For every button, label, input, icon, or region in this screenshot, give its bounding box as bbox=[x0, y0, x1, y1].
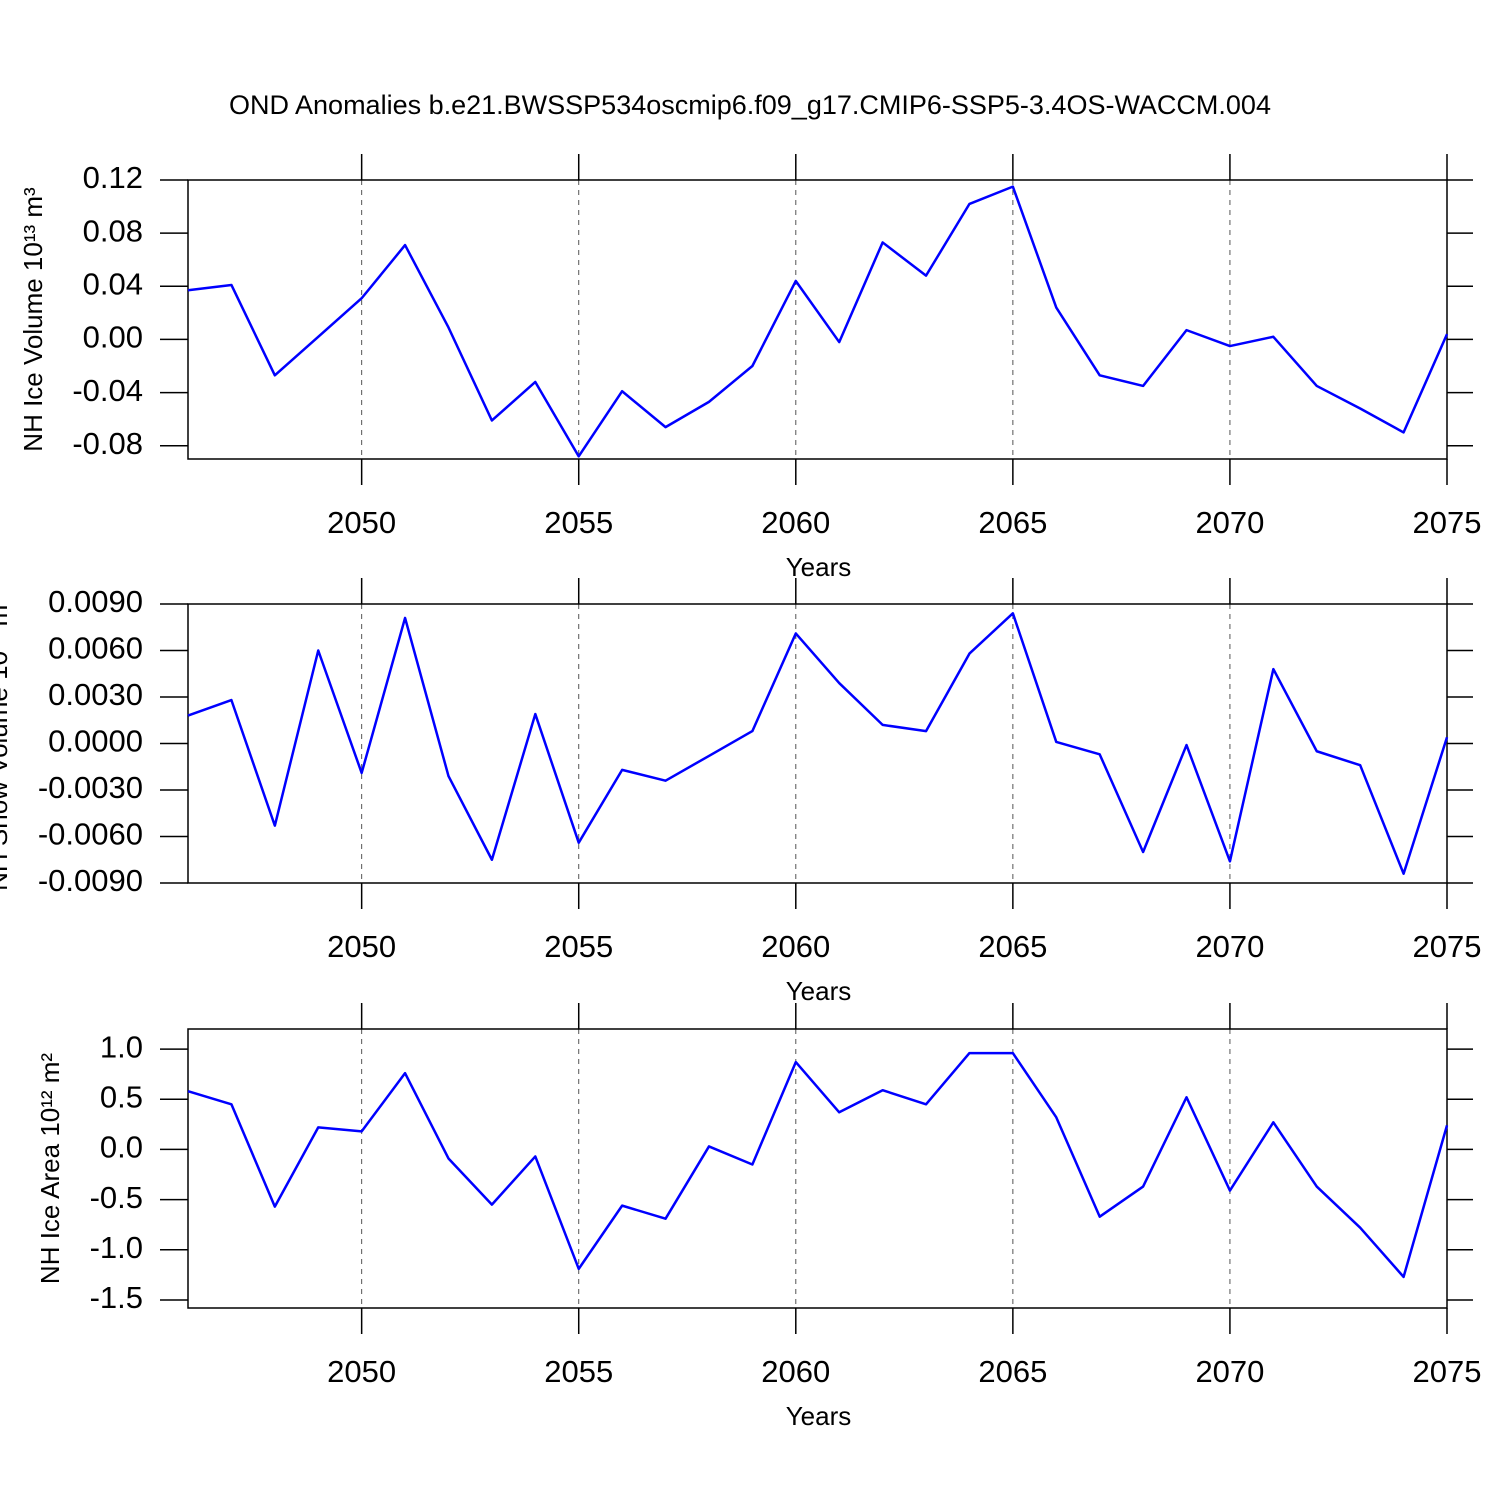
y-tick-label: 0.08 bbox=[83, 213, 143, 248]
data-line bbox=[187, 612, 1449, 875]
x-tick-label: 2070 bbox=[1195, 505, 1264, 540]
x-tick-label: 2055 bbox=[544, 929, 613, 964]
data-line bbox=[187, 1051, 1449, 1279]
chart-title: OND Anomalies b.e21.BWSSP534oscmip6.f09_… bbox=[229, 90, 1271, 120]
x-tick-label: 2065 bbox=[978, 505, 1047, 540]
x-tick-label: 2050 bbox=[327, 1354, 396, 1389]
y-tick-label: 0.12 bbox=[83, 160, 143, 195]
x-axis-label: Years bbox=[786, 552, 852, 582]
x-tick-label: 2070 bbox=[1195, 1354, 1264, 1389]
y-tick-label: -0.5 bbox=[90, 1180, 143, 1215]
y-tick-label: -0.0060 bbox=[38, 817, 143, 852]
x-tick-label: 2050 bbox=[327, 505, 396, 540]
plot-frame bbox=[187, 1028, 1448, 1309]
x-tick-label: 2060 bbox=[761, 929, 830, 964]
x-tick-label: 2055 bbox=[544, 505, 613, 540]
y-axis-label: NH Snow Volume 10¹³ m³ bbox=[0, 596, 13, 891]
y-tick-label: 0.0060 bbox=[48, 631, 143, 666]
y-tick-label: 0.00 bbox=[83, 320, 143, 355]
y-tick-label: -1.5 bbox=[90, 1280, 143, 1315]
x-tick-label: 2050 bbox=[327, 929, 396, 964]
x-tick-label: 2075 bbox=[1413, 505, 1482, 540]
data-line bbox=[187, 185, 1449, 458]
x-axis-label: Years bbox=[786, 976, 852, 1006]
y-tick-label: -0.08 bbox=[72, 426, 143, 461]
y-tick-label: 0.04 bbox=[83, 266, 143, 301]
x-tick-label: 2075 bbox=[1413, 1354, 1482, 1389]
x-tick-label: 2065 bbox=[978, 929, 1047, 964]
x-tick-label: 2070 bbox=[1195, 929, 1264, 964]
y-tick-label: 1.0 bbox=[100, 1029, 143, 1064]
y-tick-label: -0.0030 bbox=[38, 770, 143, 805]
y-tick-label: 0.0 bbox=[100, 1130, 143, 1165]
x-axis-label: Years bbox=[786, 1401, 852, 1431]
x-tick-label: 2065 bbox=[978, 1354, 1047, 1389]
x-tick-label: 2055 bbox=[544, 1354, 613, 1389]
plot-frame bbox=[187, 179, 1448, 460]
y-tick-label: 0.5 bbox=[100, 1079, 143, 1114]
y-tick-label: -0.04 bbox=[72, 373, 143, 408]
y-tick-label: 0.0030 bbox=[48, 677, 143, 712]
y-axis-label: NH Ice Area 10¹² m² bbox=[35, 1053, 65, 1285]
y-tick-label: 0.0000 bbox=[48, 724, 143, 759]
x-tick-label: 2075 bbox=[1413, 929, 1482, 964]
y-tick-label: 0.0090 bbox=[48, 584, 143, 619]
y-axis-label: NH Ice Volume 10¹³ m³ bbox=[18, 187, 48, 452]
y-tick-label: -0.0090 bbox=[38, 863, 143, 898]
y-tick-label: -1.0 bbox=[90, 1230, 143, 1265]
x-tick-label: 2060 bbox=[761, 1354, 830, 1389]
x-tick-label: 2060 bbox=[761, 505, 830, 540]
